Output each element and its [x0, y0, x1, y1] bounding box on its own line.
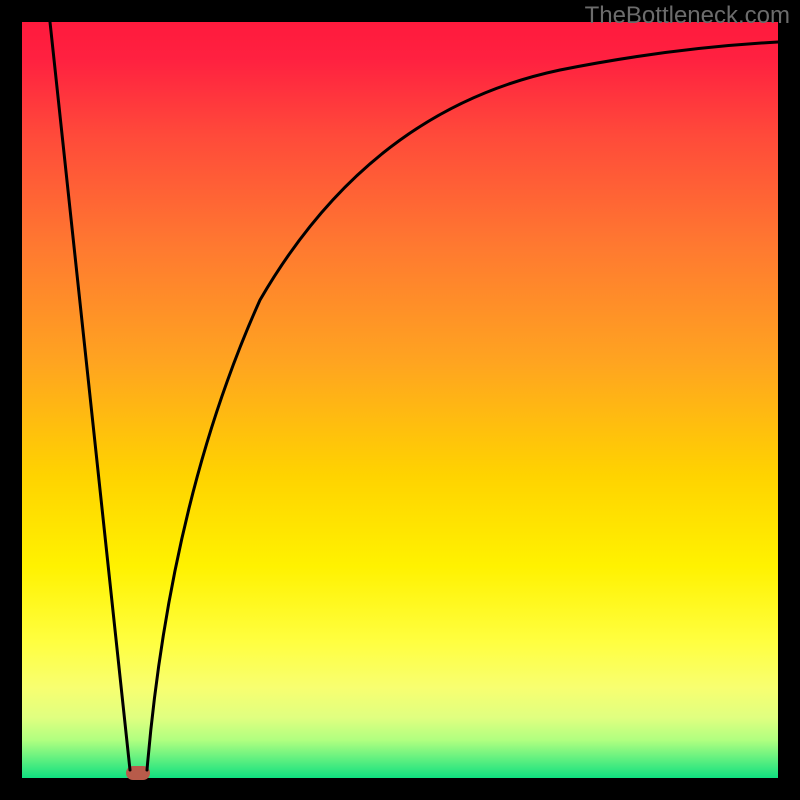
watermark-text: TheBottleneck.com	[585, 2, 790, 30]
chart-frame: TheBottleneck.com	[0, 0, 800, 800]
plot-canvas	[0, 0, 800, 800]
plot-background-gradient	[22, 22, 778, 778]
